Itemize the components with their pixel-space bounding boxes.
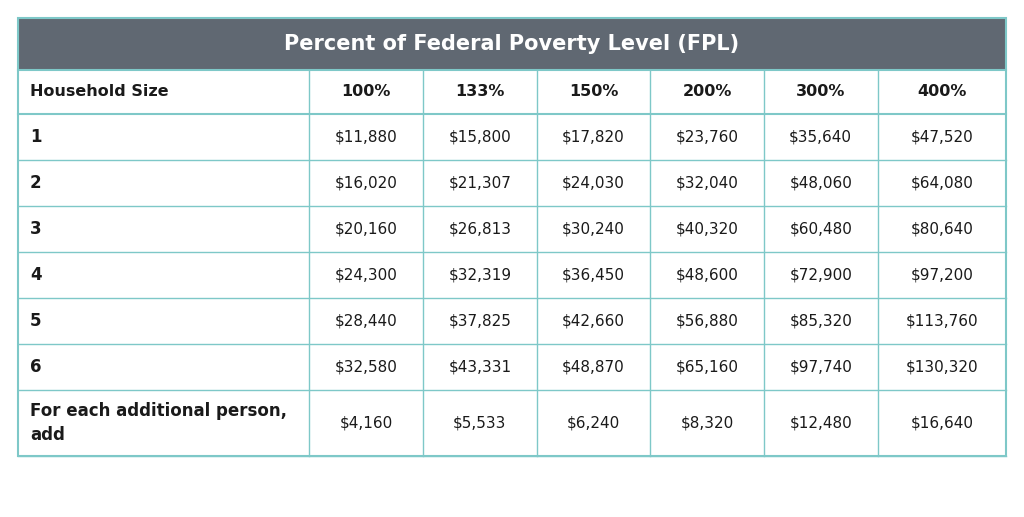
Text: 1: 1	[30, 128, 42, 146]
Text: $20,160: $20,160	[335, 221, 397, 236]
Text: $40,320: $40,320	[676, 221, 738, 236]
Text: $32,040: $32,040	[676, 175, 738, 190]
Text: $21,307: $21,307	[449, 175, 511, 190]
Text: Percent of Federal Poverty Level (FPL): Percent of Federal Poverty Level (FPL)	[285, 34, 739, 54]
Text: $16,640: $16,640	[910, 416, 973, 431]
Text: $60,480: $60,480	[790, 221, 852, 236]
Text: $64,080: $64,080	[910, 175, 973, 190]
Text: $72,900: $72,900	[790, 267, 852, 282]
Text: 300%: 300%	[796, 84, 846, 99]
Bar	[18, 252, 1006, 298]
Text: 2: 2	[30, 174, 42, 192]
Bar	[18, 70, 1006, 114]
Text: $8,320: $8,320	[681, 416, 734, 431]
Text: 3: 3	[30, 220, 42, 238]
Text: $113,760: $113,760	[905, 313, 978, 328]
Text: $4,160: $4,160	[340, 416, 393, 431]
Text: For each additional person,
add: For each additional person, add	[30, 402, 287, 444]
Bar	[18, 160, 1006, 206]
Text: 150%: 150%	[568, 84, 618, 99]
Text: $48,870: $48,870	[562, 359, 625, 374]
Text: $85,320: $85,320	[790, 313, 852, 328]
Text: $48,600: $48,600	[676, 267, 738, 282]
Text: 400%: 400%	[918, 84, 967, 99]
Text: $48,060: $48,060	[790, 175, 852, 190]
Bar	[18, 344, 1006, 390]
Text: $16,020: $16,020	[335, 175, 397, 190]
Text: $11,880: $11,880	[335, 129, 397, 144]
Text: $26,813: $26,813	[449, 221, 511, 236]
Text: $80,640: $80,640	[910, 221, 973, 236]
Text: 5: 5	[30, 312, 42, 330]
Text: $37,825: $37,825	[449, 313, 511, 328]
Text: $17,820: $17,820	[562, 129, 625, 144]
Text: $43,331: $43,331	[449, 359, 511, 374]
Text: $47,520: $47,520	[910, 129, 973, 144]
Text: $23,760: $23,760	[676, 129, 738, 144]
Text: Household Size: Household Size	[30, 84, 169, 99]
Text: 100%: 100%	[342, 84, 391, 99]
Text: $12,480: $12,480	[790, 416, 852, 431]
Text: $30,240: $30,240	[562, 221, 625, 236]
Text: $24,300: $24,300	[335, 267, 397, 282]
Bar	[18, 206, 1006, 252]
Bar	[18, 390, 1006, 456]
Text: $35,640: $35,640	[790, 129, 852, 144]
Text: $15,800: $15,800	[449, 129, 511, 144]
Text: 200%: 200%	[682, 84, 732, 99]
Text: $6,240: $6,240	[567, 416, 621, 431]
Text: $56,880: $56,880	[676, 313, 738, 328]
Text: 6: 6	[30, 358, 42, 376]
Text: $97,740: $97,740	[790, 359, 852, 374]
Bar	[18, 18, 1006, 456]
Text: $65,160: $65,160	[676, 359, 738, 374]
Text: 4: 4	[30, 266, 42, 284]
Text: $5,533: $5,533	[454, 416, 507, 431]
Text: $28,440: $28,440	[335, 313, 397, 328]
Text: 133%: 133%	[456, 84, 505, 99]
Text: $130,320: $130,320	[905, 359, 978, 374]
Text: $24,030: $24,030	[562, 175, 625, 190]
Bar	[18, 18, 1006, 70]
Bar	[18, 114, 1006, 160]
Bar	[18, 298, 1006, 344]
Text: $32,319: $32,319	[449, 267, 511, 282]
Text: $42,660: $42,660	[562, 313, 625, 328]
Text: $32,580: $32,580	[335, 359, 397, 374]
Text: $36,450: $36,450	[562, 267, 625, 282]
Text: $97,200: $97,200	[910, 267, 973, 282]
